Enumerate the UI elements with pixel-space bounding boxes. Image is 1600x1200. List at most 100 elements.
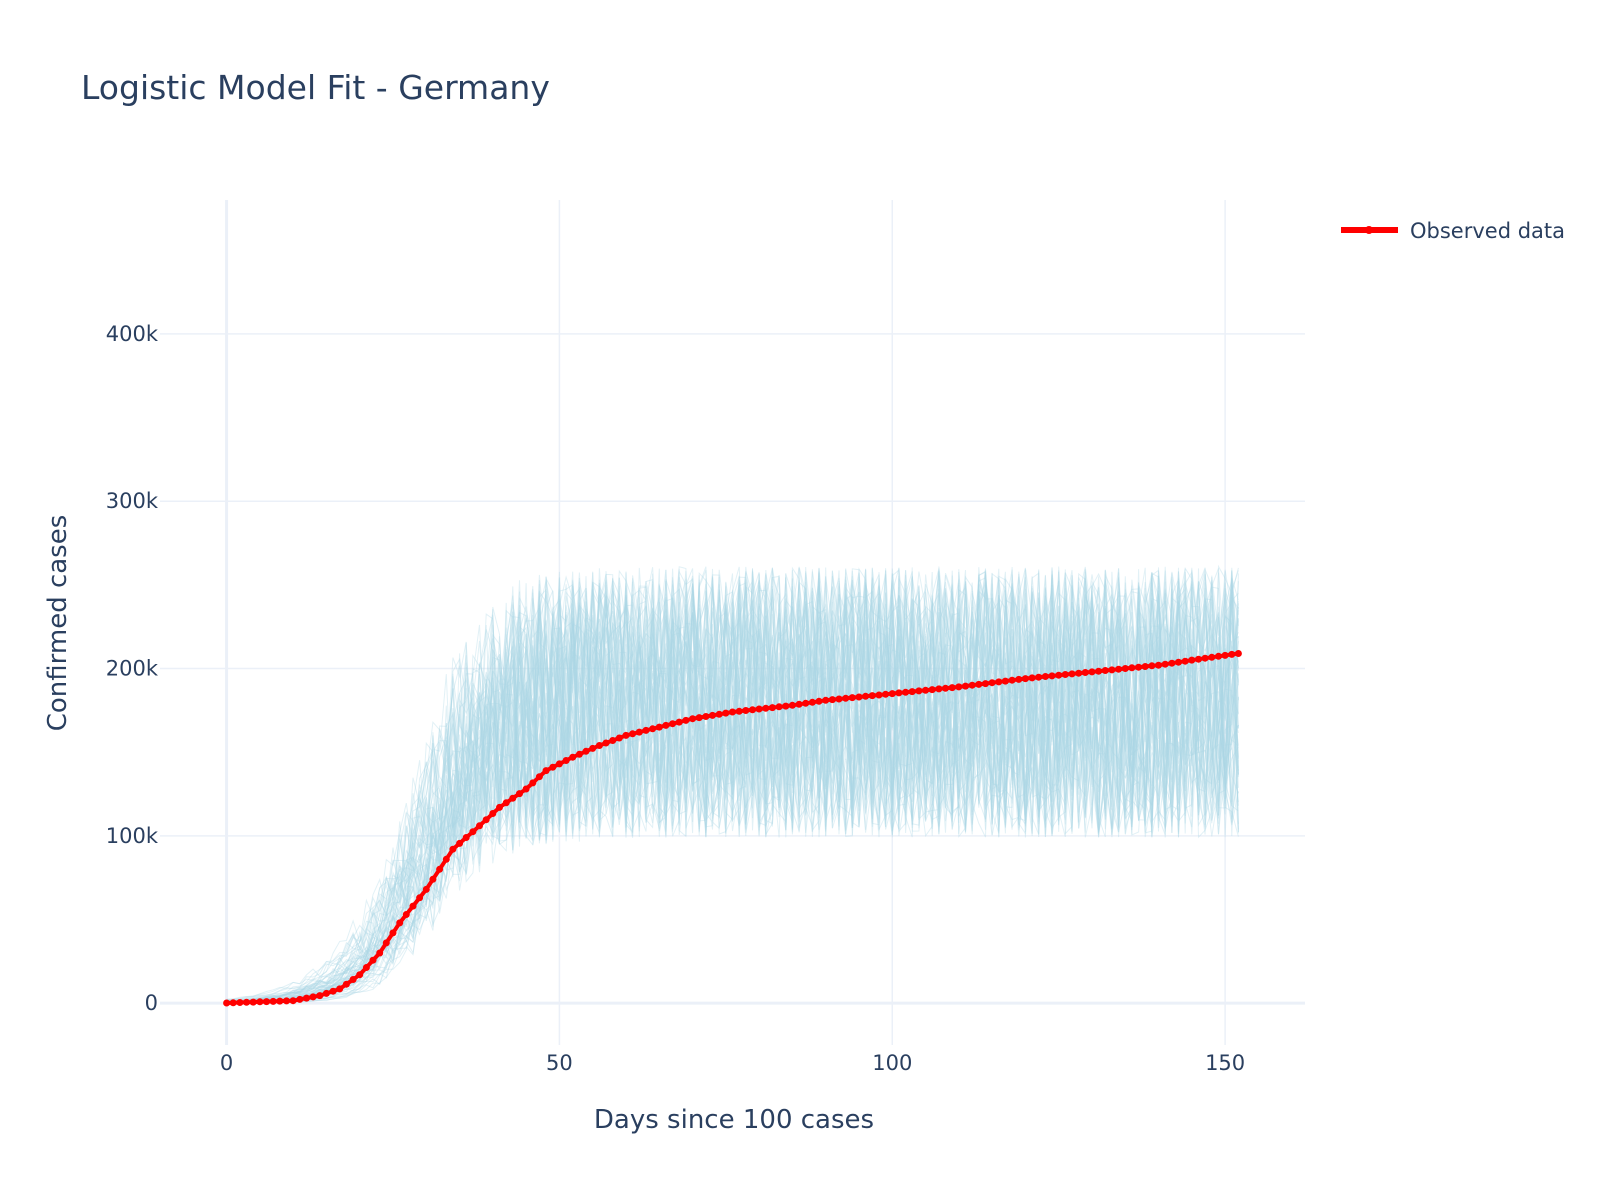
observed-point [1221, 651, 1229, 659]
simulated-trajectory [226, 567, 1239, 1003]
observed-point [456, 839, 464, 847]
observed-point [795, 700, 803, 708]
simulated-trajectory [226, 567, 1239, 1003]
observed-point [675, 718, 683, 726]
simulated-trajectory [226, 566, 1239, 1004]
legend[interactable]: Observed data [1341, 219, 1565, 243]
observed-point [988, 679, 996, 687]
observed-point [848, 694, 856, 702]
observed-point [356, 971, 364, 979]
simulated-trajectory [226, 572, 1239, 1004]
observed-point [915, 687, 923, 695]
observed-point [1135, 663, 1143, 671]
simulated-trajectory [226, 566, 1239, 1003]
observed-point [516, 790, 523, 798]
observed-point [935, 685, 943, 693]
x-tick-label: 0 [220, 1051, 233, 1075]
simulated-trajectory [226, 569, 1239, 1004]
observed-point [682, 716, 690, 724]
observed-point [342, 980, 350, 988]
observed-point [655, 723, 663, 731]
observed-point [689, 715, 697, 723]
observed-point [595, 742, 603, 749]
observed-point [362, 964, 370, 971]
observed-point [788, 701, 796, 709]
observed-point [982, 680, 989, 688]
observed-point [888, 690, 896, 698]
observed-point [775, 703, 783, 711]
observed-point [1128, 664, 1136, 672]
observed-point [269, 997, 277, 1005]
chart-title: Logistic Model Fit - Germany [81, 68, 550, 107]
observed-point [1161, 660, 1169, 668]
simulated-trajectory [226, 566, 1239, 1002]
simulated-trajectory [226, 568, 1239, 1004]
x-tick-label: 100 [872, 1051, 912, 1075]
observed-point [882, 690, 890, 698]
observed-point [1188, 656, 1196, 664]
simulated-trajectory [226, 570, 1239, 1004]
observed-point [349, 976, 357, 983]
observed-point [243, 998, 250, 1006]
simulated-trajectory [226, 567, 1239, 1002]
observed-point [749, 706, 756, 714]
simulated-trajectory [226, 568, 1239, 1003]
simulated-trajectory [226, 570, 1239, 1001]
observed-point [303, 994, 310, 1002]
observed-point [828, 696, 836, 704]
observed-point [709, 711, 716, 719]
observed-point [1055, 671, 1063, 679]
y-tick-label: 400k [106, 322, 159, 346]
observed-point [1115, 665, 1123, 673]
simulated-trajectory [226, 571, 1239, 1004]
simulated-trajectory [226, 568, 1239, 1004]
observed-point [875, 691, 883, 699]
observed-point [908, 688, 916, 696]
simulated-trajectory [226, 566, 1239, 1004]
x-axis-title: Days since 100 cases [594, 1105, 874, 1135]
simulated-trajectory [226, 570, 1239, 1004]
simulated-trajectory [226, 570, 1239, 1003]
simulated-trajectory [226, 571, 1239, 1004]
observed-point [1234, 650, 1242, 657]
simulated-trajectory [226, 573, 1239, 1003]
observed-point [975, 680, 983, 688]
simulated-trajectory [226, 577, 1239, 1003]
simulated-trajectory [226, 567, 1239, 1003]
simulated-trajectory [226, 566, 1239, 1003]
observed-point [955, 683, 963, 691]
observed-point [802, 699, 810, 707]
observed-point [229, 999, 237, 1007]
observed-point [1208, 653, 1216, 661]
simulated-trajectory [226, 570, 1239, 1003]
simulated-trajectory [226, 582, 1239, 1004]
observed-point [1108, 666, 1116, 674]
observed-point [895, 689, 903, 697]
simulated-trajectory [226, 569, 1239, 1004]
observed-point [223, 999, 231, 1007]
simulated-trajectory [226, 569, 1239, 1004]
observed-point [1101, 667, 1109, 674]
simulated-trajectory [226, 575, 1239, 1004]
observed-point [695, 714, 703, 722]
observed-point [622, 731, 630, 739]
observed-point [263, 998, 270, 1006]
simulated-trajectory [226, 569, 1239, 1004]
simulated-trajectory [226, 568, 1239, 1002]
observed-point [309, 993, 317, 1001]
observed-point [1121, 665, 1129, 672]
observed-point [555, 760, 563, 768]
simulated-trajectory [226, 575, 1239, 1004]
simulated-trajectory [226, 567, 1239, 1003]
simulated-trajectory [226, 569, 1239, 1002]
x-tick-label: 50 [546, 1051, 573, 1075]
observed-point [1008, 676, 1016, 684]
observed-point [469, 828, 477, 836]
y-axis-ticks: 0 100k 200k 300k 400k [106, 322, 159, 1015]
observed-point [289, 997, 297, 1005]
simulated-trajectory [226, 572, 1239, 1002]
observed-point [422, 885, 430, 893]
observed-point [283, 997, 290, 1005]
observed-point [715, 710, 723, 718]
simulated-trajectory [226, 570, 1239, 1004]
